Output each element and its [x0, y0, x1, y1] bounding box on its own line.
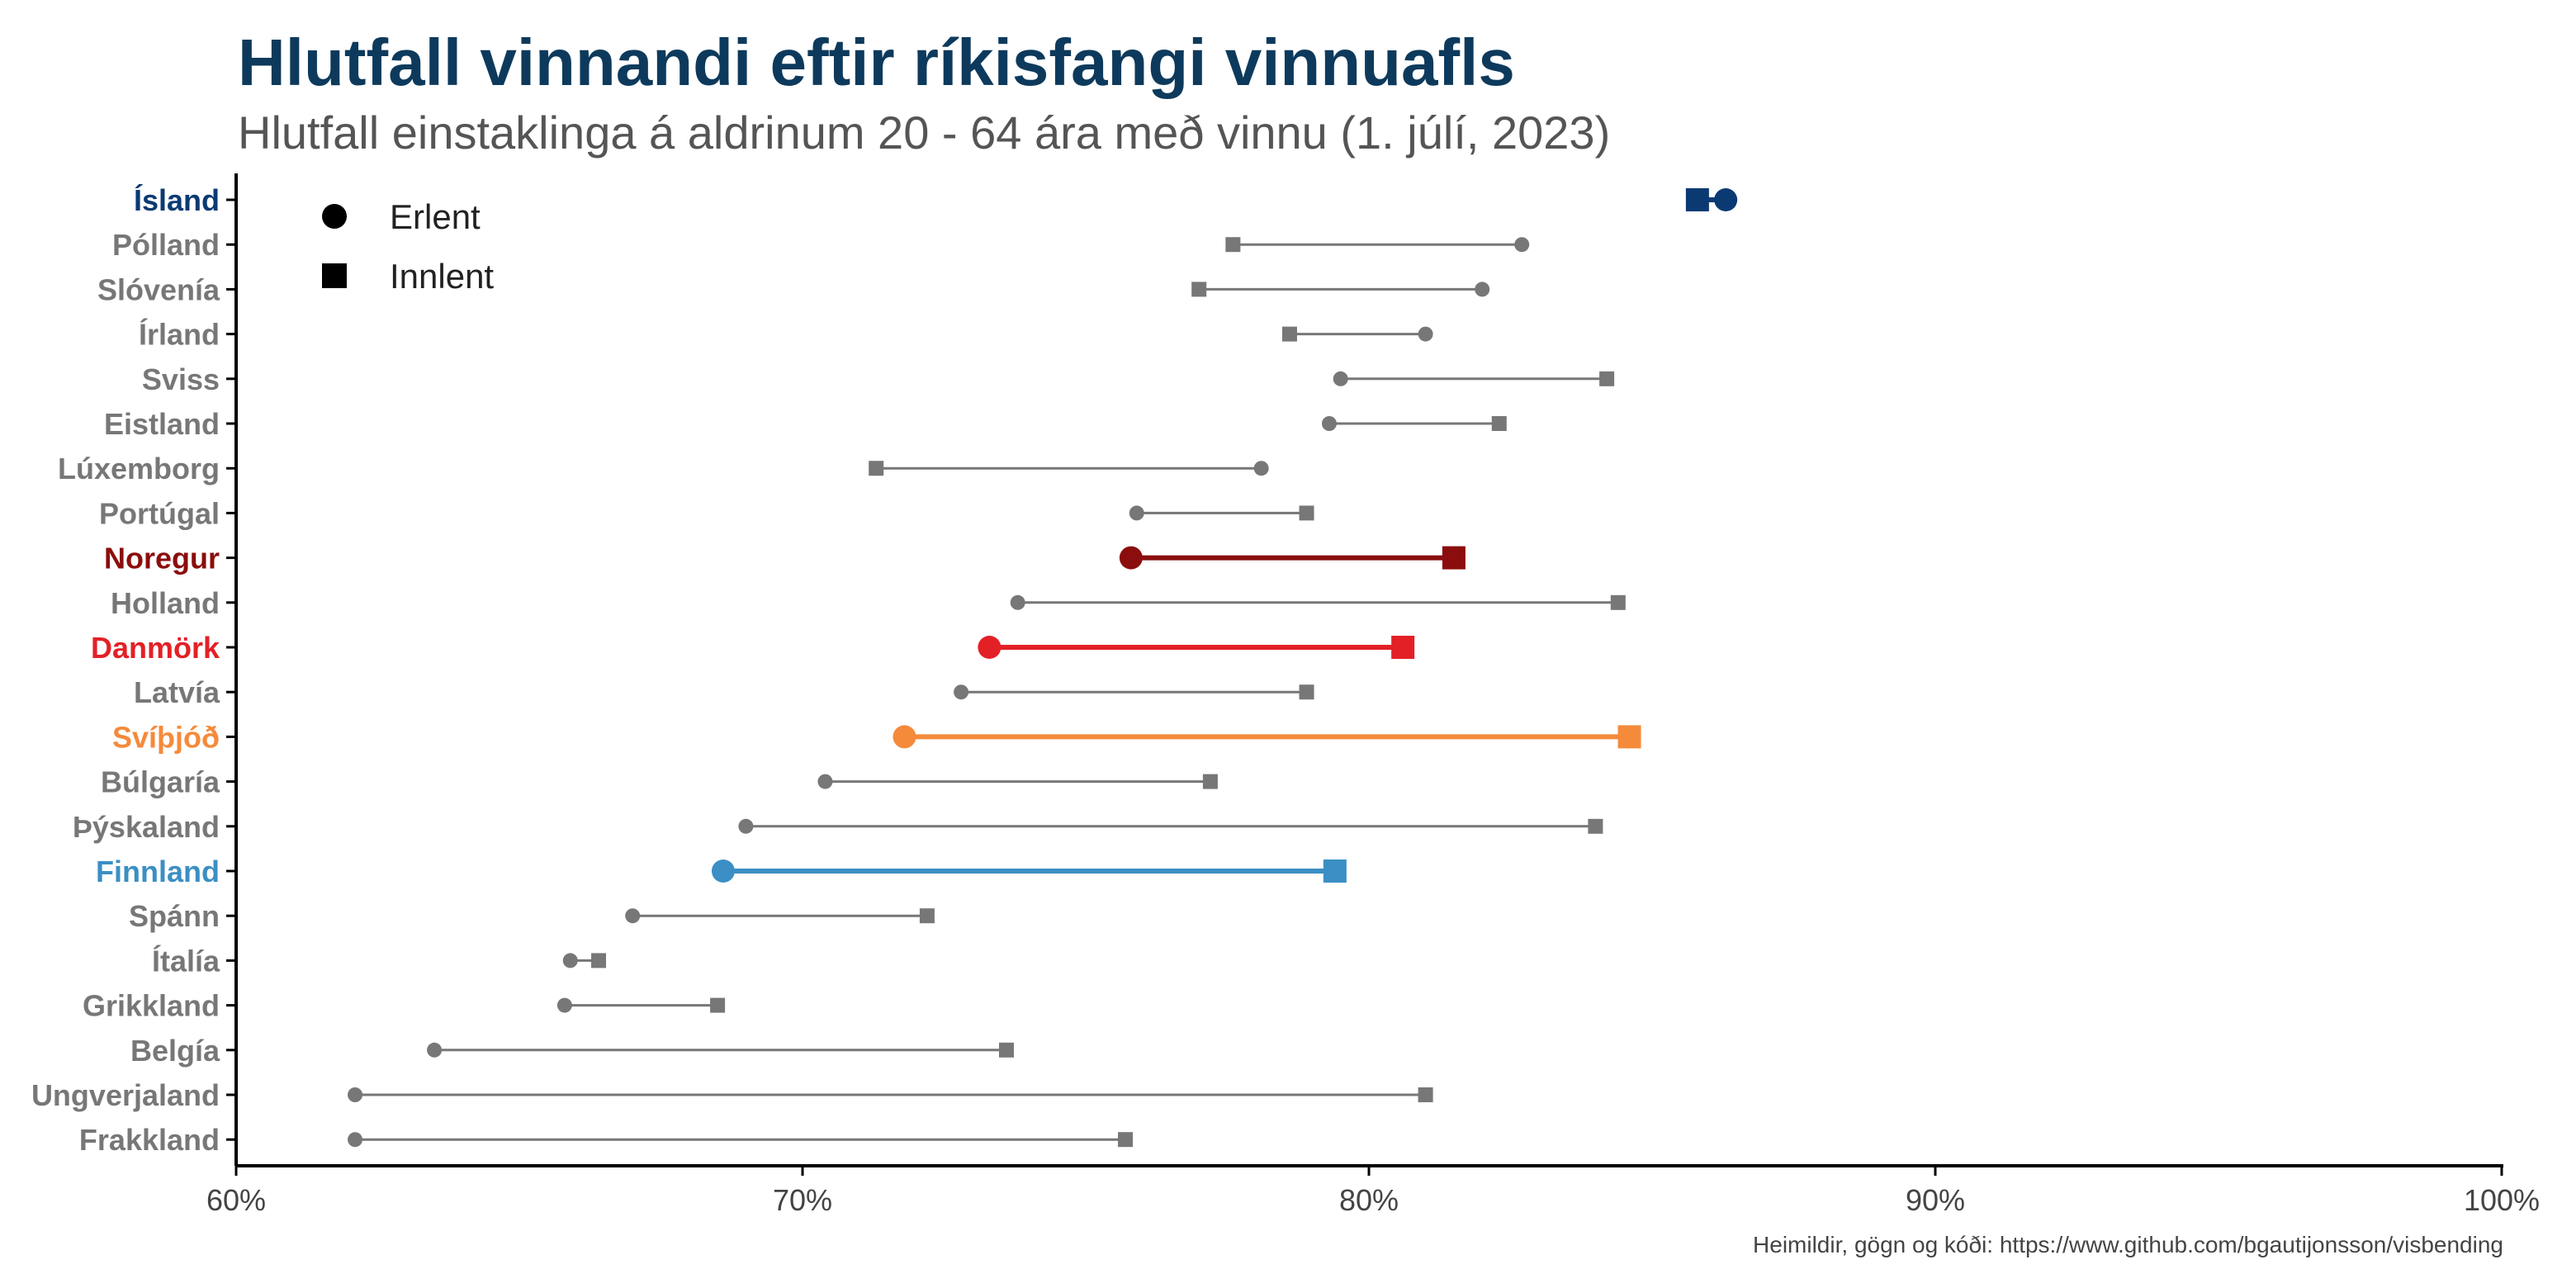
- dumbbell-chart: 60% 70% 80% 90% 100% Ísland Pólland Slóvenía Írl…: [31, 173, 2540, 1217]
- innlent-point: [1299, 505, 1314, 521]
- country-label: Spánn: [129, 899, 220, 933]
- country-label: Portúgal: [99, 496, 220, 530]
- erlent-point: [1333, 371, 1348, 386]
- legend-circle-icon: [322, 204, 347, 229]
- erlent-point: [1253, 461, 1269, 476]
- innlent-point: [1118, 1132, 1134, 1148]
- innlent-point: [1281, 326, 1297, 342]
- erlent-point: [1714, 188, 1738, 211]
- innlent-point: [591, 953, 607, 968]
- innlent-point: [919, 908, 935, 924]
- legend-square-icon: [322, 263, 347, 288]
- innlent-point: [869, 461, 884, 476]
- country-label: Belgía: [130, 1034, 220, 1068]
- innlent-point: [1202, 774, 1218, 789]
- erlent-point: [738, 818, 754, 834]
- country-label: Latvía: [134, 675, 220, 709]
- erlent-point: [978, 636, 1002, 659]
- erlent-point: [348, 1087, 363, 1102]
- innlent-point: [1323, 859, 1347, 883]
- x-tick-label: 100%: [2464, 1183, 2540, 1217]
- erlent-point: [562, 953, 578, 968]
- erlent-point: [1129, 505, 1144, 521]
- erlent-point: [427, 1042, 443, 1058]
- erlent-point: [1119, 546, 1143, 570]
- innlent-point: [710, 997, 726, 1013]
- country-label: Írland: [139, 318, 220, 352]
- innlent-point: [1391, 636, 1415, 659]
- erlent-point: [625, 908, 641, 924]
- country-label: Slóvenía: [97, 272, 220, 306]
- innlent-point: [1617, 725, 1641, 749]
- erlent-point: [817, 774, 833, 789]
- erlent-point: [556, 997, 572, 1013]
- axes: 60% 70% 80% 90% 100% Ísland Pólland Slóvenía Írl…: [31, 173, 2540, 1217]
- country-label: Ísland: [134, 183, 220, 217]
- innlent-point: [1225, 237, 1241, 253]
- innlent-point: [1685, 188, 1709, 211]
- erlent-point: [1514, 237, 1530, 253]
- x-tick-label: 70%: [773, 1183, 832, 1217]
- country-label: Búlgaría: [101, 765, 220, 799]
- country-label: Ítalía: [152, 944, 220, 978]
- country-label: Sviss: [142, 362, 220, 396]
- erlent-point: [711, 859, 735, 883]
- innlent-point: [1491, 416, 1507, 431]
- country-label: Frakkland: [79, 1123, 220, 1157]
- x-tick-label: 60%: [206, 1183, 266, 1217]
- x-tick-label: 80%: [1339, 1183, 1399, 1217]
- erlent-point: [954, 684, 969, 700]
- x-tick-label: 90%: [1906, 1183, 1965, 1217]
- chart-subtitle: Hlutfall einstaklinga á aldrinum 20 - 64…: [238, 107, 1611, 159]
- country-label: Finnland: [96, 855, 220, 888]
- innlent-point: [1299, 684, 1314, 700]
- country-label: Danmörk: [91, 631, 220, 665]
- country-label: Grikkland: [83, 989, 220, 1023]
- erlent-point: [348, 1132, 363, 1148]
- country-label: Eistland: [104, 407, 220, 441]
- innlent-point: [1610, 594, 1626, 610]
- country-label: Holland: [111, 586, 220, 620]
- country-label: Ungverjaland: [31, 1078, 220, 1112]
- innlent-point: [1599, 371, 1615, 386]
- legend-label: Erlent: [390, 197, 481, 236]
- dumbbell-series: [348, 188, 1738, 1148]
- innlent-point: [1191, 282, 1207, 297]
- country-label: Þýskaland: [73, 810, 220, 844]
- country-label: Pólland: [112, 228, 220, 262]
- erlent-point: [1010, 594, 1025, 610]
- innlent-point: [998, 1042, 1014, 1058]
- erlent-point: [1321, 416, 1337, 431]
- country-label: Noregur: [104, 542, 220, 575]
- innlent-point: [1442, 546, 1466, 570]
- country-label: Lúxemborg: [58, 452, 220, 485]
- legend: Erlent Innlent: [322, 197, 494, 296]
- erlent-point: [1418, 326, 1433, 342]
- country-label: Svíþjóð: [112, 720, 220, 754]
- erlent-point: [893, 725, 916, 749]
- chart-title: Hlutfall vinnandi eftir ríkisfangi vinnu…: [238, 26, 1515, 99]
- legend-label: Innlent: [390, 257, 494, 296]
- erlent-point: [1475, 282, 1490, 297]
- source-caption: Heimildir, gögn og kóði: https://www.git…: [1753, 1232, 2503, 1257]
- innlent-point: [1588, 818, 1603, 834]
- innlent-point: [1418, 1087, 1433, 1102]
